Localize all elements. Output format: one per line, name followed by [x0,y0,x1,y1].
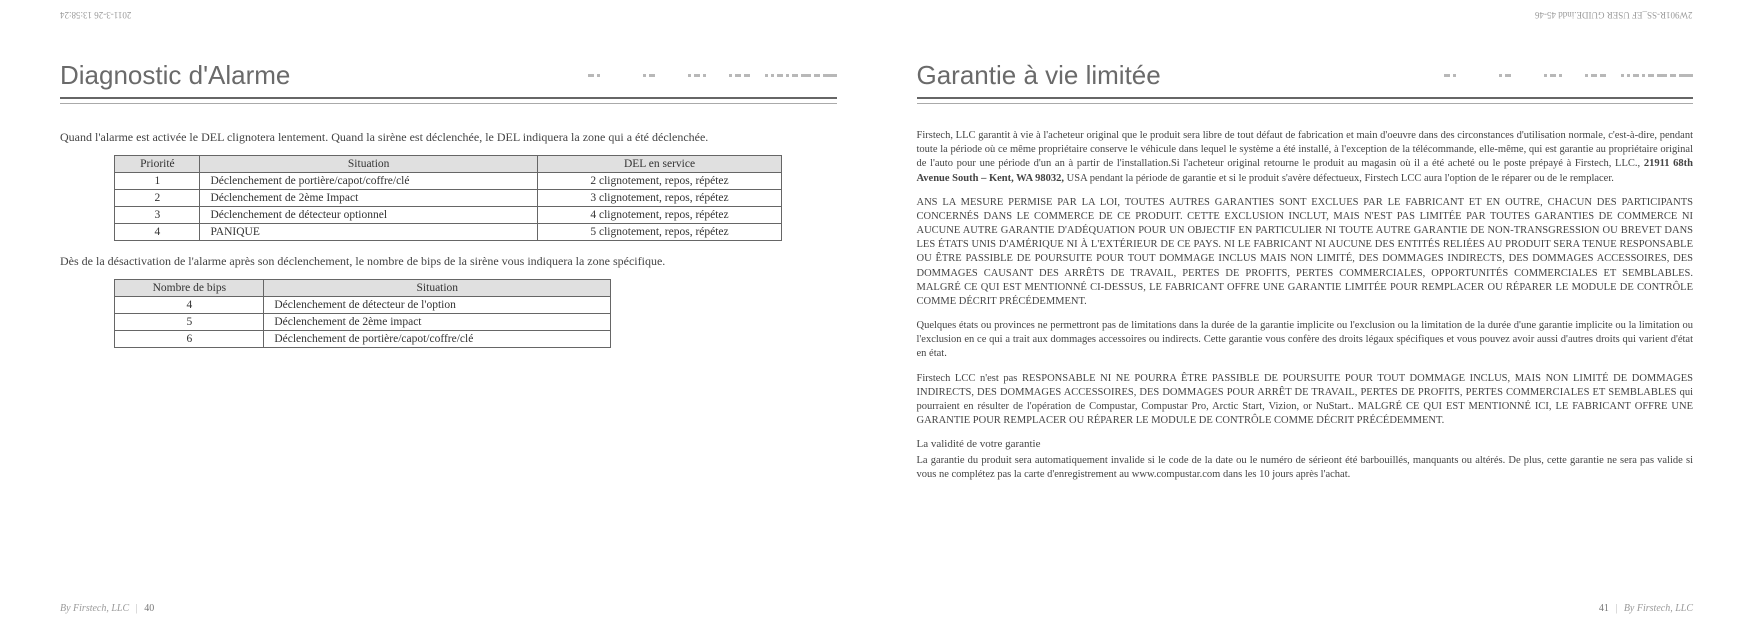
table-cell: Déclenchement de portière/capot/coffre/c… [200,173,537,190]
section-title: Diagnostic d'Alarme [60,60,290,91]
table-cell: Déclenchement de détecteur optionnel [200,207,537,224]
bips-table: Nombre de bips Situation 4Déclenchement … [114,279,611,348]
table-row: 6Déclenchement de portière/capot/coffre/… [115,331,611,348]
p1c: USA pendant la période de garantie et si… [1064,173,1614,184]
table-cell: 4 [115,297,264,314]
warranty-p1: Firstech, LLC garantit à vie à l'acheteu… [917,129,1694,186]
title-row: Garantie à vie limitée [917,60,1694,91]
th-situation2: Situation [264,280,611,297]
warranty-p4: Firstech LCC n'est pas RESPONSABLE NI NE… [917,372,1694,429]
table-cell: 5 [115,314,264,331]
table-cell: 3 [115,207,200,224]
intro-text: Quand l'alarme est activée le DEL cligno… [60,129,837,145]
footer-company: By Firstech, LLC [60,603,129,614]
table-cell: 1 [115,173,200,190]
thin-rule [917,103,1694,104]
table-row: 4Déclenchement de détecteur de l'option [115,297,611,314]
table-cell: Déclenchement de détecteur de l'option [264,297,611,314]
section-title: Garantie à vie limitée [917,60,1161,91]
table-cell: 3 clignotement, repos, répétez [537,190,781,207]
th-situation: Situation [200,156,537,173]
thin-rule [60,103,837,104]
title-dash-pattern [1181,71,1693,81]
spread: Diagnostic d'Alarme Quand l'alarme est a… [0,0,1753,634]
table-row: 1Déclenchement de portière/capot/coffre/… [115,173,782,190]
warranty-p5: La garantie du produit sera automatiquem… [917,454,1694,482]
mid-text: Dès de la désactivation de l'alarme aprè… [60,253,837,269]
title-dash-pattern [310,71,836,81]
footer-pagenum: 40 [144,603,154,614]
table-cell: Déclenchement de 2ème Impact [200,190,537,207]
page-right: Garantie à vie limitée Firstech, LLC gar… [877,0,1753,634]
footer-company: By Firstech, LLC [1624,603,1693,614]
warranty-p2: ANS LA MESURE PERMISE PAR LA LOI, TOUTES… [917,196,1694,309]
table-cell: 5 clignotement, repos, répétez [537,224,781,241]
table-row: 4PANIQUE5 clignotement, repos, répétez [115,224,782,241]
table-cell: Déclenchement de portière/capot/coffre/c… [264,331,611,348]
table-row: 5Déclenchement de 2ème impact [115,314,611,331]
thick-rule [60,97,837,99]
warranty-subheading: La validité de votre garantie [917,438,1694,450]
footer-left: By Firstech, LLC | 40 [60,603,154,614]
table-cell: Déclenchement de 2ème impact [264,314,611,331]
th-priority: Priorité [115,156,200,173]
table-row: 3Déclenchement de détecteur optionnel4 c… [115,207,782,224]
warranty-p3: Quelques états ou provinces ne permettro… [917,319,1694,362]
th-del: DEL en service [537,156,781,173]
table-cell: 4 [115,224,200,241]
priority-table: Priorité Situation DEL en service 1Décle… [114,155,782,241]
page-left: Diagnostic d'Alarme Quand l'alarme est a… [0,0,877,634]
footer-sep: | [1615,603,1617,614]
thick-rule [917,97,1694,99]
table-row: 2Déclenchement de 2ème Impact3 clignotem… [115,190,782,207]
p1a: Firstech, LLC garantit à vie à l'acheteu… [917,130,1694,169]
footer-pagenum: 41 [1599,603,1609,614]
table-cell: PANIQUE [200,224,537,241]
table-cell: 2 clignotement, repos, répétez [537,173,781,190]
th-bips: Nombre de bips [115,280,264,297]
footer-right: 41 | By Firstech, LLC [1599,603,1693,614]
table-cell: 4 clignotement, repos, répétez [537,207,781,224]
footer-sep: | [136,603,138,614]
title-row: Diagnostic d'Alarme [60,60,837,91]
table-cell: 6 [115,331,264,348]
table-cell: 2 [115,190,200,207]
